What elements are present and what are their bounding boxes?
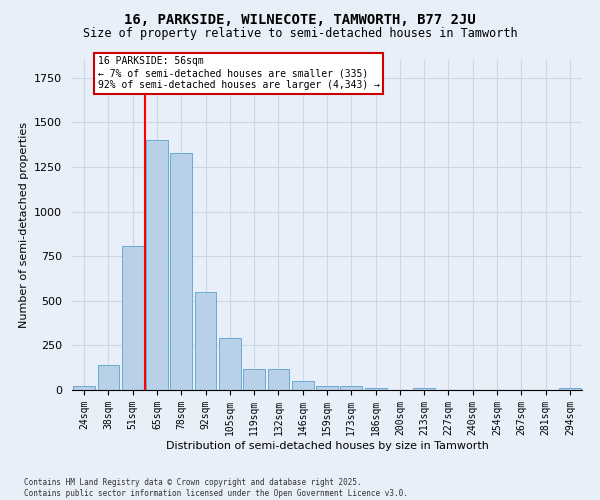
- Bar: [219, 338, 241, 390]
- Y-axis label: Number of semi-detached properties: Number of semi-detached properties: [19, 122, 29, 328]
- Text: 16, PARKSIDE, WILNECOTE, TAMWORTH, B77 2JU: 16, PARKSIDE, WILNECOTE, TAMWORTH, B77 2…: [124, 12, 476, 26]
- Bar: [559, 388, 581, 390]
- Bar: [97, 365, 119, 390]
- Bar: [413, 388, 435, 390]
- X-axis label: Distribution of semi-detached houses by size in Tamworth: Distribution of semi-detached houses by …: [166, 440, 488, 450]
- Bar: [243, 368, 265, 390]
- Text: Contains HM Land Registry data © Crown copyright and database right 2025.
Contai: Contains HM Land Registry data © Crown c…: [24, 478, 408, 498]
- Text: 16 PARKSIDE: 56sqm
← 7% of semi-detached houses are smaller (335)
92% of semi-de: 16 PARKSIDE: 56sqm ← 7% of semi-detached…: [97, 56, 380, 90]
- Bar: [268, 368, 289, 390]
- Bar: [365, 388, 386, 390]
- Bar: [194, 292, 217, 390]
- Bar: [122, 246, 143, 390]
- Bar: [146, 140, 168, 390]
- Text: Size of property relative to semi-detached houses in Tamworth: Size of property relative to semi-detach…: [83, 28, 517, 40]
- Bar: [316, 386, 338, 390]
- Bar: [292, 381, 314, 390]
- Bar: [340, 386, 362, 390]
- Bar: [73, 386, 95, 390]
- Bar: [170, 153, 192, 390]
